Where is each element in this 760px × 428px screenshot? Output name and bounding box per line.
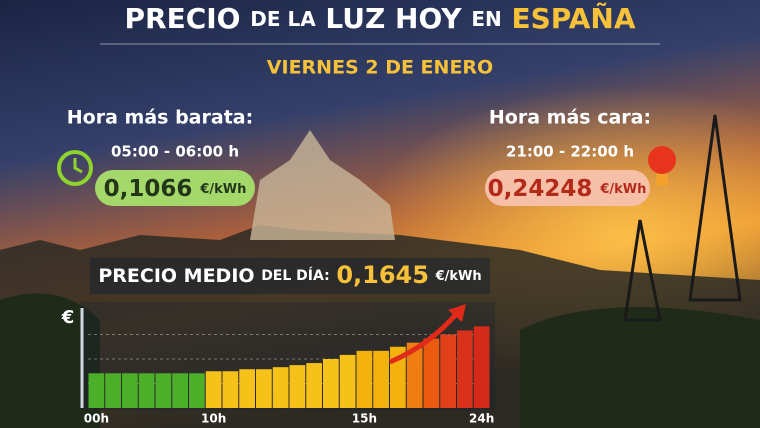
- trend-arrow: [389, 310, 460, 365]
- subtitle: VIERNES 2 DE ENERO: [267, 57, 493, 79]
- title-part: ESPAÑA: [511, 1, 635, 35]
- bar: [373, 350, 389, 408]
- average-label: PRECIO MEDIO: [98, 265, 254, 287]
- bar: [88, 373, 105, 408]
- bulb-base: [656, 174, 668, 186]
- cheap-hours: 05:00 - 06:00 h: [111, 143, 239, 161]
- x-tick-label: 00h: [84, 412, 109, 426]
- bar: [473, 326, 490, 408]
- bar: [256, 369, 272, 408]
- bar: [205, 371, 222, 408]
- price-unit: €/kWh: [435, 269, 482, 284]
- bar: [222, 371, 239, 408]
- x-tick-label: 15h: [352, 412, 377, 426]
- price-value: 0,24248: [488, 176, 593, 202]
- bar: [406, 342, 423, 408]
- average-price: PRECIO MEDIO DEL DÍA: 0,1645 €/kWh: [98, 261, 481, 289]
- bar: [440, 334, 456, 408]
- bar: [306, 363, 322, 408]
- clock-hands: [73, 158, 83, 174]
- price-value: 0,1066: [104, 176, 193, 202]
- title: PRECIO DE LA LUZ HOY EN ESPAÑA: [124, 1, 635, 35]
- bar: [105, 373, 121, 408]
- bar: [272, 367, 289, 408]
- plot: 00h 10h 15h 24h: [84, 326, 494, 426]
- y-axis-label: €: [61, 307, 75, 328]
- average-band: [90, 258, 490, 294]
- bar: [356, 350, 373, 408]
- bar: [155, 373, 172, 408]
- cathedral: [250, 130, 395, 240]
- bulb-icon: [648, 146, 676, 174]
- average-value: 0,1645: [336, 261, 429, 289]
- bar: [138, 373, 155, 408]
- bar: [189, 373, 205, 408]
- pylons: [623, 114, 742, 322]
- expensive-price: 0,24248 €/kWh: [488, 176, 647, 202]
- expensive-hours: 21:00 - 22:00 h: [506, 143, 634, 161]
- bar: [339, 354, 356, 408]
- cheap-label: Hora más barata:: [67, 107, 253, 129]
- title-part: PRECIO: [124, 2, 240, 35]
- bar: [289, 365, 306, 408]
- price-unit: €/kWh: [199, 182, 246, 197]
- bar: [172, 373, 188, 408]
- bar: [323, 359, 339, 408]
- trees: [0, 293, 760, 428]
- expensive-pill: [485, 170, 650, 206]
- x-tick-label: 24h: [469, 412, 494, 426]
- title-part: LUZ HOY: [325, 2, 462, 35]
- trend-arrow-head: [448, 304, 466, 322]
- x-tick-label: 10h: [201, 412, 226, 426]
- bar: [239, 369, 255, 408]
- bar: [122, 373, 138, 408]
- cheap-price: 0,1066 €/kWh: [104, 176, 247, 202]
- title-part: DE LA: [250, 7, 316, 31]
- average-label: DEL DÍA:: [261, 267, 330, 284]
- expensive-label: Hora más cara:: [489, 107, 651, 129]
- price-unit: €/kWh: [599, 182, 646, 197]
- title-part: EN: [471, 7, 501, 31]
- clock-icon: [57, 150, 93, 186]
- cheap-pill: [95, 170, 255, 206]
- bar: [423, 338, 440, 408]
- bar: [457, 330, 473, 408]
